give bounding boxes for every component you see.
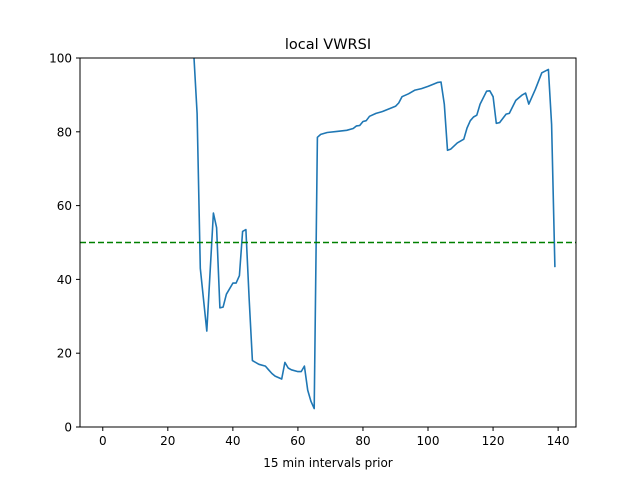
y-tick-label: 100 (49, 52, 72, 66)
x-tick-label: 40 (225, 434, 240, 448)
x-tick-label: 20 (160, 434, 175, 448)
x-tick-label: 60 (290, 434, 305, 448)
y-tick-label: 40 (57, 273, 72, 287)
series-line-vwrsi (193, 58, 556, 410)
x-tick-label: 80 (355, 434, 370, 448)
x-tick-label: 120 (482, 434, 505, 448)
x-axis-label: 15 min intervals prior (263, 456, 393, 470)
x-tick-label: 100 (417, 434, 440, 448)
x-tick-label: 140 (547, 434, 570, 448)
chart-title: local VWRSI (285, 37, 371, 53)
x-tick-label: 0 (99, 434, 107, 448)
plot-frame (79, 57, 577, 428)
y-tick-label: 80 (57, 125, 72, 139)
y-tick-label: 60 (57, 199, 72, 213)
y-tick-label: 20 (57, 347, 72, 361)
y-tick-label: 0 (64, 421, 72, 435)
